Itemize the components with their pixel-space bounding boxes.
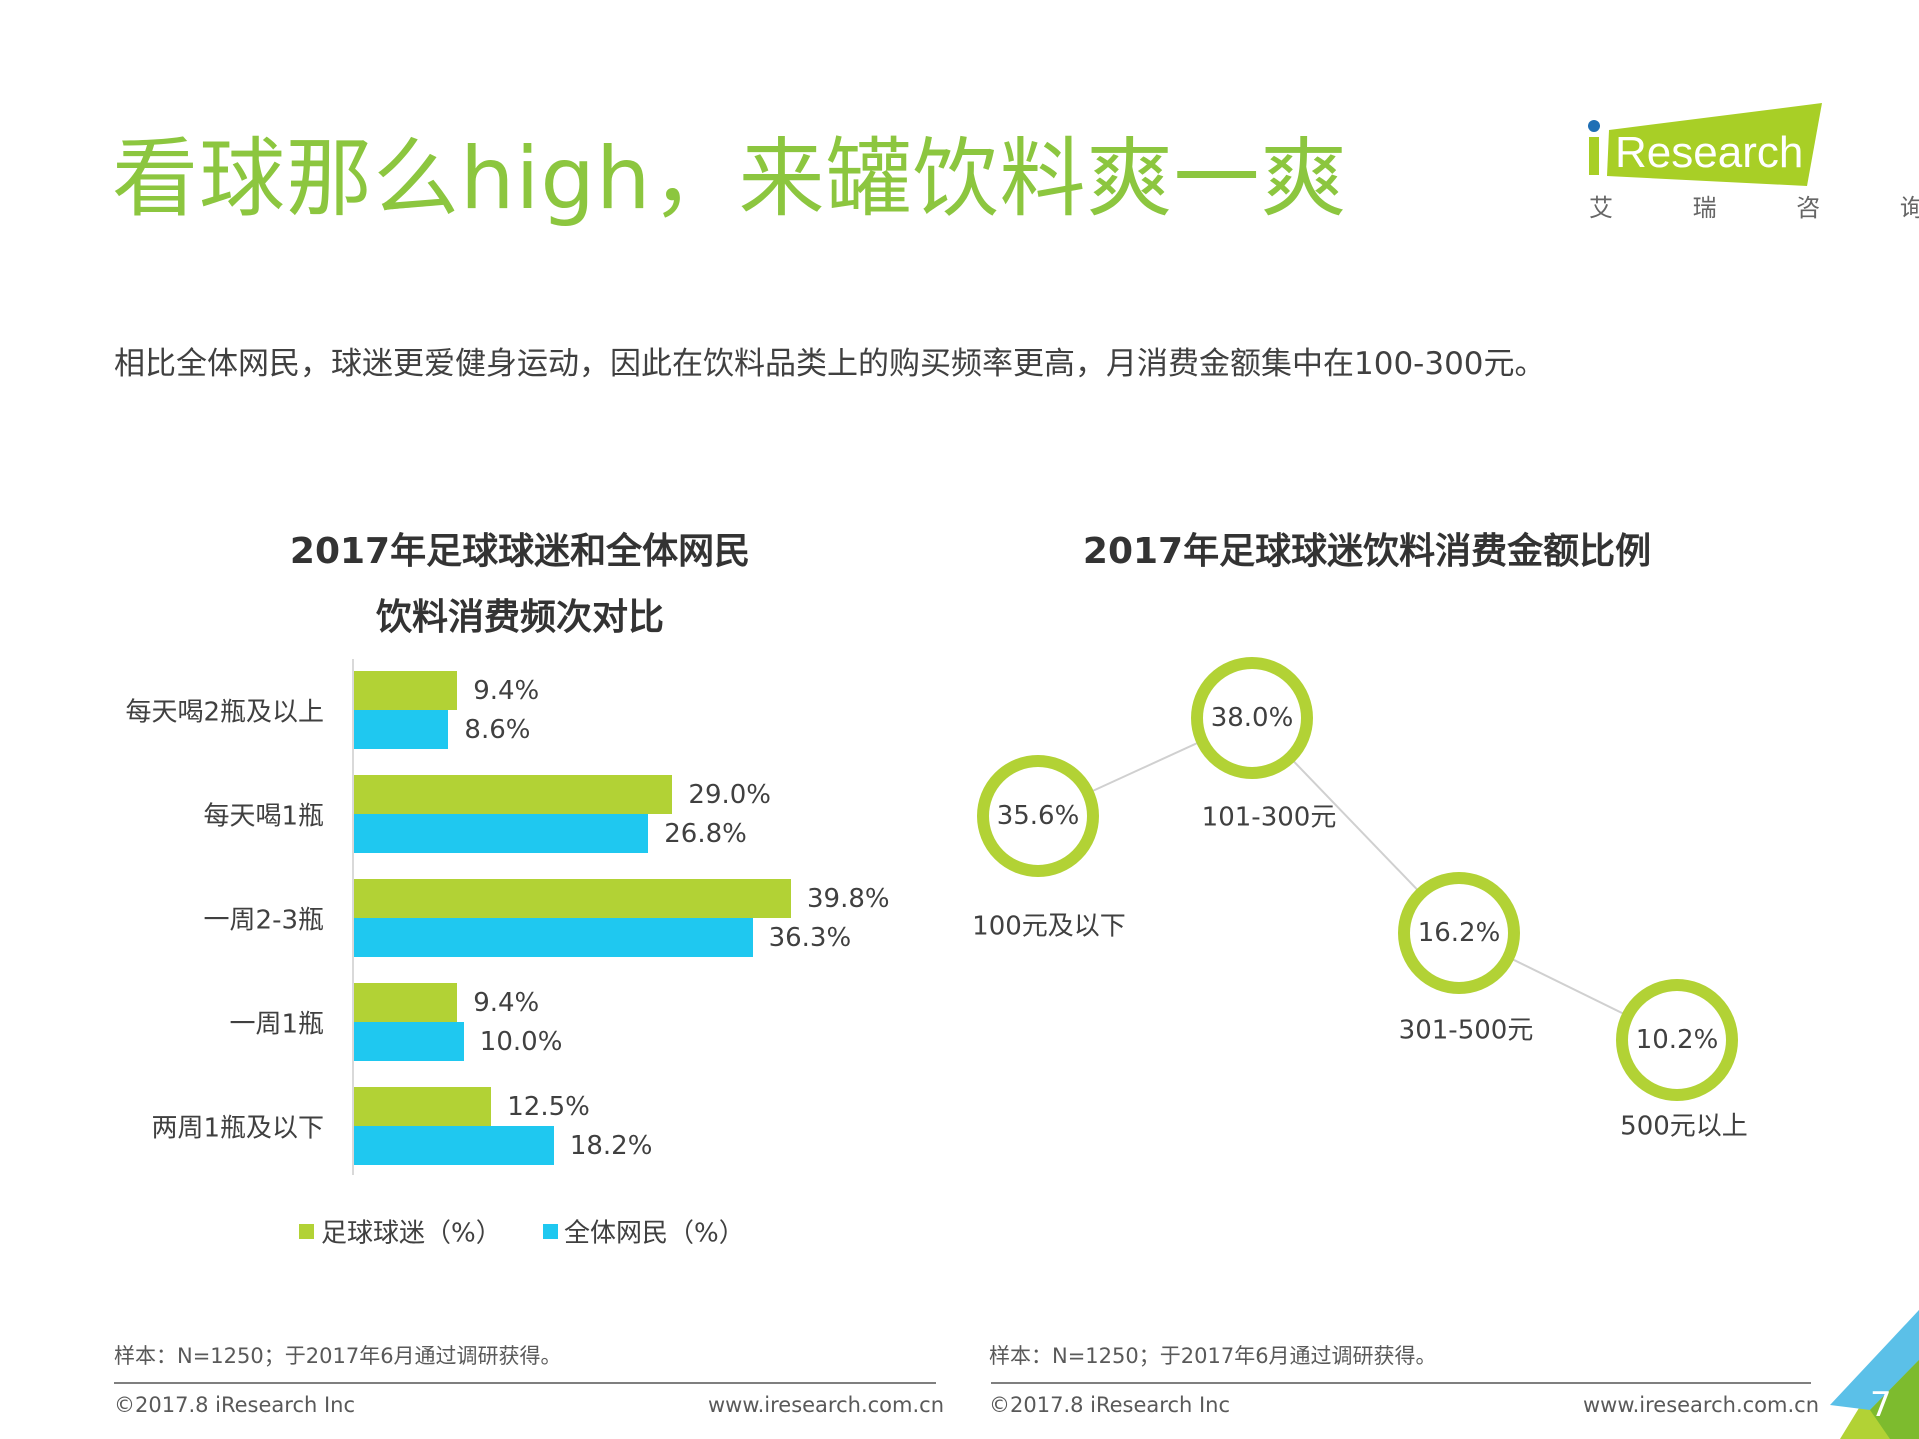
data-label: 9.4% <box>473 987 540 1018</box>
legend-label-fans: 足球球迷（%） <box>321 1218 502 1249</box>
sample-note-left: 样本：N=1250；于2017年6月通过调研获得。 <box>114 1344 562 1368</box>
data-label: 26.8% <box>664 818 747 849</box>
bar-fans <box>354 775 673 814</box>
bar-chart-title-line1: 2017年足球球迷和全体网民 <box>289 531 751 572</box>
bar-chart-title-line2: 饮料消费频次对比 <box>375 597 665 638</box>
category-label: 两周1瓶及以下 <box>151 1113 324 1144</box>
corner-decoration <box>1830 1310 1919 1439</box>
legend-label-netizens: 全体网民（%） <box>564 1218 745 1249</box>
sample-note-right: 样本：N=1250；于2017年6月通过调研获得。 <box>989 1344 1437 1368</box>
bar-fans <box>354 1087 492 1126</box>
url-left[interactable]: www.iresearch.com.cn <box>708 1393 945 1417</box>
legend-swatch-fans <box>299 1224 314 1239</box>
legend-swatch-netizens <box>543 1224 558 1239</box>
ring-marker <box>1616 979 1738 1101</box>
data-label: 8.6% <box>464 714 531 745</box>
ring-value-label: 38.0% <box>1210 703 1294 733</box>
ring-chart-title: 2017年足球球迷饮料消费金额比例 <box>1082 531 1652 572</box>
copyright-left: ©2017.8 iResearch Inc <box>114 1393 356 1417</box>
bar-netizens <box>354 1126 554 1165</box>
ring-value-label: 16.2% <box>1417 918 1501 948</box>
category-label: 每天喝2瓶及以上 <box>125 697 324 728</box>
y-axis-line <box>352 659 354 1175</box>
bar-fans <box>354 879 791 918</box>
category-label: 一周2-3瓶 <box>203 905 324 936</box>
ring-value-label: 10.2% <box>1635 1025 1719 1055</box>
ring-category-label: 301-500元 <box>1398 1015 1534 1046</box>
bar-netizens <box>354 814 649 853</box>
data-label: 18.2% <box>569 1130 653 1161</box>
bar-fans <box>354 983 458 1022</box>
data-label: 10.0% <box>479 1026 563 1057</box>
logo-cn: 艾 瑞 咨 询 <box>1589 194 1919 222</box>
iresearch-logo: Research 艾 瑞 咨 询 <box>1585 100 1919 222</box>
data-label: 12.5% <box>507 1091 590 1122</box>
footer-divider-right <box>991 1382 1811 1384</box>
bar-netizens <box>354 918 753 957</box>
category-label: 每天喝1瓶 <box>203 801 324 832</box>
bar-fans <box>354 671 458 710</box>
ring-category-label: 100元及以下 <box>972 911 1126 942</box>
url-right[interactable]: www.iresearch.com.cn <box>1583 1393 1820 1417</box>
category-label: 一周1瓶 <box>229 1009 324 1040</box>
bar-netizens <box>354 1022 464 1061</box>
logo-graphic: Research <box>1588 103 1822 186</box>
svg-text:Research: Research <box>1615 128 1803 177</box>
footer-divider-left <box>114 1382 936 1384</box>
data-label: 29.0% <box>688 779 772 810</box>
ring-category-label: 500元以上 <box>1620 1111 1748 1142</box>
copyright-right: ©2017.8 iResearch Inc <box>989 1393 1231 1417</box>
ring-value-label: 35.6% <box>996 801 1080 831</box>
page-subtitle: 相比全体网民，球迷更爱健身运动，因此在饮料品类上的购买频率更高，月消费金额集中在… <box>114 346 1546 382</box>
page-title: 看球那么high，来罐饮料爽一爽 <box>112 129 1348 229</box>
page-number: 7 <box>1870 1385 1892 1425</box>
ring-category-label: 101-300元 <box>1201 802 1337 833</box>
data-label: 39.8% <box>807 883 890 914</box>
bar-netizens <box>354 710 449 749</box>
data-label: 36.3% <box>768 922 852 953</box>
data-label: 9.4% <box>473 675 540 706</box>
